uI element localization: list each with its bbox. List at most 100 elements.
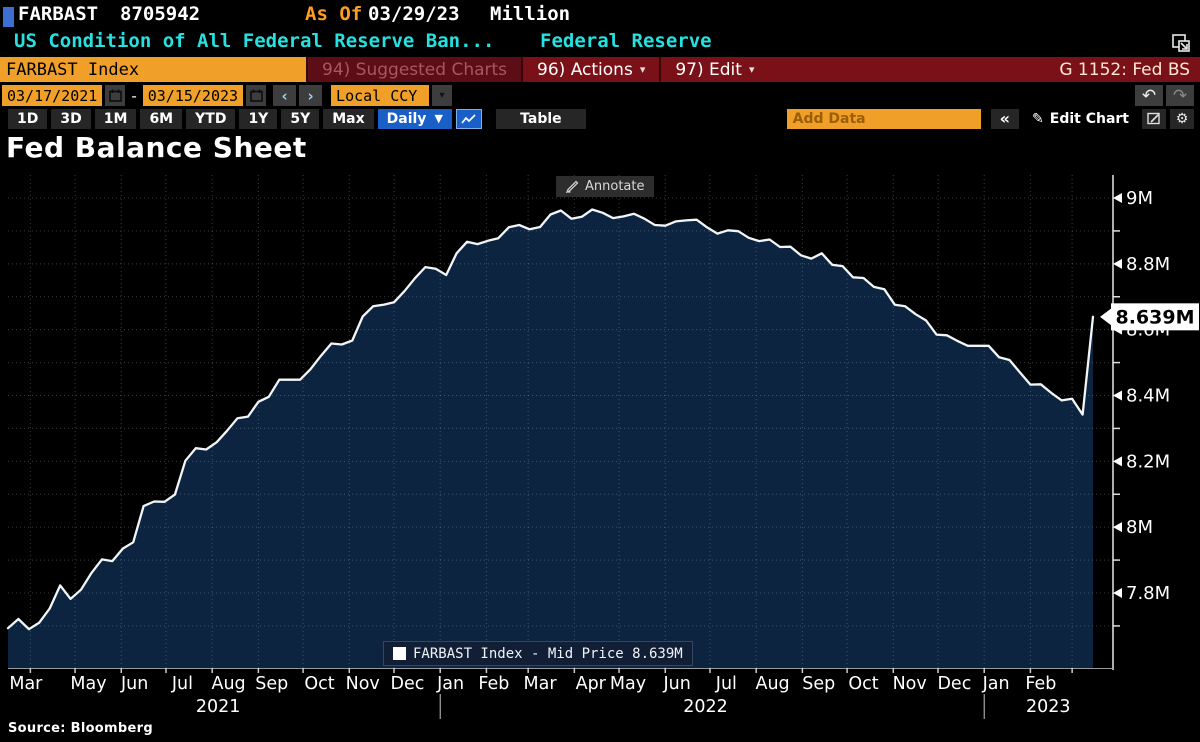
price-area xyxy=(8,209,1093,668)
chart-title: Fed Balance Sheet xyxy=(6,131,307,164)
as-of-label: As Of xyxy=(305,3,363,25)
x-year-label: 2022 xyxy=(683,697,728,717)
x-month-label: Jul xyxy=(715,674,737,694)
unit-label: Million xyxy=(490,3,571,25)
redo-button[interactable]: ↷ xyxy=(1166,85,1194,106)
security-description: US Condition of All Federal Reserve Ban.… xyxy=(14,30,495,52)
period-3d[interactable]: 3D xyxy=(51,108,91,129)
x-month-label: Oct xyxy=(304,674,334,694)
chevron-down-icon: ▾ xyxy=(639,63,646,76)
chart-area[interactable]: 9M8.8M8.6M8.4M8.2M8M7.8MMarMayJunJulAugS… xyxy=(0,170,1200,722)
y-axis-label: 9M xyxy=(1126,188,1153,209)
range-forward-button[interactable]: › xyxy=(299,85,323,106)
x-month-label: Jul xyxy=(171,674,193,694)
y-major-tick xyxy=(1113,522,1122,533)
security-input[interactable] xyxy=(0,57,306,82)
y-axis-label: 8.4M xyxy=(1126,386,1170,407)
x-month-label: Jan xyxy=(982,674,1010,694)
period-5y[interactable]: 5Y xyxy=(281,108,320,129)
price-line xyxy=(6,208,1095,631)
price-chart[interactable]: 9M8.8M8.6M8.4M8.2M8M7.8MMarMayJunJulAugS… xyxy=(0,170,1200,722)
x-month-label: Dec xyxy=(390,674,424,694)
currency-dropdown-icon[interactable]: ▾ xyxy=(432,85,453,106)
period-ytd[interactable]: YTD xyxy=(186,108,236,129)
calendar-icon[interactable] xyxy=(105,85,126,106)
calendar-icon[interactable] xyxy=(246,85,267,106)
period-1m[interactable]: 1M xyxy=(94,108,137,129)
period-toolbar: 1D 3D 1M 6M YTD 1Y 5Y Max Daily ▼ Table … xyxy=(0,108,1200,129)
pencil-icon xyxy=(566,180,579,193)
series-legend: FARBAST Index - Mid Price 8.639M xyxy=(383,641,693,666)
x-month-label: Feb xyxy=(1025,674,1056,694)
add-data-input[interactable]: Add Data xyxy=(786,108,981,129)
chart-annotations-icon[interactable] xyxy=(1142,108,1166,129)
pencil-icon: ✎ xyxy=(1032,110,1044,127)
x-month-label: Feb xyxy=(478,674,509,694)
terminal-header-row: FARBAST 8705942 As Of 03/29/23 Million xyxy=(0,3,1200,30)
x-month-label: Oct xyxy=(848,674,878,694)
table-button[interactable]: Table xyxy=(495,108,586,129)
range-separator: - xyxy=(131,86,137,105)
range-back-button[interactable]: ‹ xyxy=(273,85,297,106)
y-major-tick xyxy=(1113,258,1122,269)
gear-icon[interactable]: ⚙ xyxy=(1170,108,1194,129)
y-axis-label: 7.8M xyxy=(1126,583,1170,604)
last-price-arrow xyxy=(1100,307,1112,326)
y-major-tick xyxy=(1113,390,1122,401)
x-month-label: Aug xyxy=(211,674,245,694)
x-month-label: Dec xyxy=(937,674,971,694)
suggested-charts-button[interactable]: 94) Suggested Charts xyxy=(306,57,522,82)
chevron-down-icon: ▼ xyxy=(434,112,443,125)
edit-chart-button[interactable]: ✎ Edit Chart xyxy=(1023,108,1138,129)
x-month-label: Nov xyxy=(893,674,927,694)
chart-id-label: G 1152: Fed BS xyxy=(1059,59,1190,80)
x-month-label: May xyxy=(70,674,106,694)
series-legend-text: FARBAST Index - Mid Price 8.639M xyxy=(413,645,683,662)
chevron-down-icon: ▾ xyxy=(748,63,755,76)
ticker: FARBAST xyxy=(18,3,99,25)
x-month-label: May xyxy=(610,674,646,694)
collapse-panel-button[interactable]: « xyxy=(990,108,1020,129)
issuer-name: Federal Reserve xyxy=(540,30,712,52)
command-bar: 94) Suggested Charts 96) Actions ▾ 97) E… xyxy=(0,57,1200,82)
frequency-select[interactable]: Daily ▼ xyxy=(377,108,452,129)
x-month-label: Mar xyxy=(524,674,558,694)
as-of-date: 03/29/23 xyxy=(368,3,460,25)
last-price-label: 8.639M xyxy=(1115,306,1194,328)
security-color-tag xyxy=(3,7,14,27)
currency-select[interactable]: Local CCY xyxy=(331,85,430,106)
line-chart-type-button[interactable] xyxy=(455,108,482,129)
edit-menu-button[interactable]: 97) Edit ▾ xyxy=(659,57,768,82)
security-description-row: US Condition of All Federal Reserve Ban.… xyxy=(0,30,1200,57)
last-value: 8705942 xyxy=(120,3,201,25)
x-month-label: Apr xyxy=(576,674,607,694)
period-max[interactable]: Max xyxy=(323,108,374,129)
annotate-button[interactable]: Annotate xyxy=(556,176,655,197)
period-1d[interactable]: 1D xyxy=(8,108,48,129)
date-range-bar: 03/17/2021 - 03/15/2023 ‹ › Local CCY ▾ … xyxy=(0,84,1200,107)
x-month-label: Aug xyxy=(755,674,789,694)
x-year-label: 2023 xyxy=(1026,697,1071,717)
y-axis-label: 8.2M xyxy=(1126,451,1170,472)
last-price-badge xyxy=(1111,303,1199,331)
actions-menu-button[interactable]: 96) Actions ▾ xyxy=(521,57,659,82)
undo-button[interactable]: ↶ xyxy=(1135,85,1163,106)
x-month-label: Nov xyxy=(346,674,380,694)
x-year-label: 2021 xyxy=(196,697,241,717)
x-month-label: Sep xyxy=(802,674,835,694)
x-month-label: Jun xyxy=(663,674,691,694)
line-chart-icon xyxy=(461,113,476,124)
popout-icon[interactable] xyxy=(1170,32,1192,59)
source-attribution: Source: Bloomberg xyxy=(8,721,153,736)
start-date-field[interactable]: 03/17/2021 xyxy=(2,85,103,106)
y-major-tick xyxy=(1113,588,1122,599)
x-month-label: Jun xyxy=(120,674,148,694)
y-axis-label: 8M xyxy=(1126,517,1153,538)
end-date-field[interactable]: 03/15/2023 xyxy=(142,85,244,106)
period-1y[interactable]: 1Y xyxy=(239,108,278,129)
y-axis-label: 8.8M xyxy=(1126,254,1170,275)
x-month-label: Sep xyxy=(255,674,288,694)
y-major-tick xyxy=(1113,193,1122,203)
period-6m[interactable]: 6M xyxy=(140,108,183,129)
